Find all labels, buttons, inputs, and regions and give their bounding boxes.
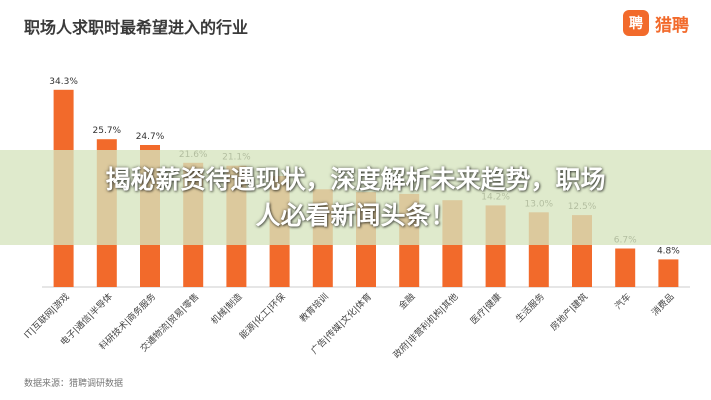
bar-value-label-2: 24.7%	[136, 132, 165, 142]
brand-logo: 聘 猎聘	[623, 10, 689, 36]
category-label-10: 医疗|健康	[468, 291, 504, 327]
bar-value-label-1: 25.7%	[93, 126, 122, 136]
category-label-8: 金融	[396, 291, 417, 312]
brand-name: 猎聘	[655, 15, 689, 36]
category-label-6: 教育培训	[297, 291, 331, 325]
bar-13	[615, 248, 636, 287]
category-label-13: 汽车	[612, 291, 633, 312]
category-label-12: 房地产|建筑	[548, 291, 590, 333]
category-label-4: 机械|制造	[208, 291, 244, 327]
category-label-0: IT|互联网|游戏	[21, 291, 71, 341]
chart-title: 职场人求职时最希望进入的行业	[24, 18, 249, 37]
category-label-11: 生活服务	[513, 291, 547, 325]
bar-value-label-0: 34.3%	[49, 77, 78, 87]
headline-banner	[0, 150, 711, 245]
source-note: 数据来源：猎聘调研数据	[24, 379, 124, 389]
category-label-14: 消费品	[649, 291, 677, 319]
liepin-logo-icon: 聘	[623, 10, 649, 36]
bar-value-label-14: 4.8%	[657, 246, 680, 256]
headline-line-2: 人必看新闻头条！	[255, 201, 456, 230]
category-label-5: 能源|化工|环保	[237, 291, 288, 342]
headline-line-1: 揭秘薪资待遇现状，深度解析未来趋势，职场	[105, 165, 606, 194]
bar-14	[658, 259, 679, 287]
headline: 揭秘薪资待遇现状，深度解析未来趋势，职场 人必看新闻头条！	[0, 162, 711, 234]
